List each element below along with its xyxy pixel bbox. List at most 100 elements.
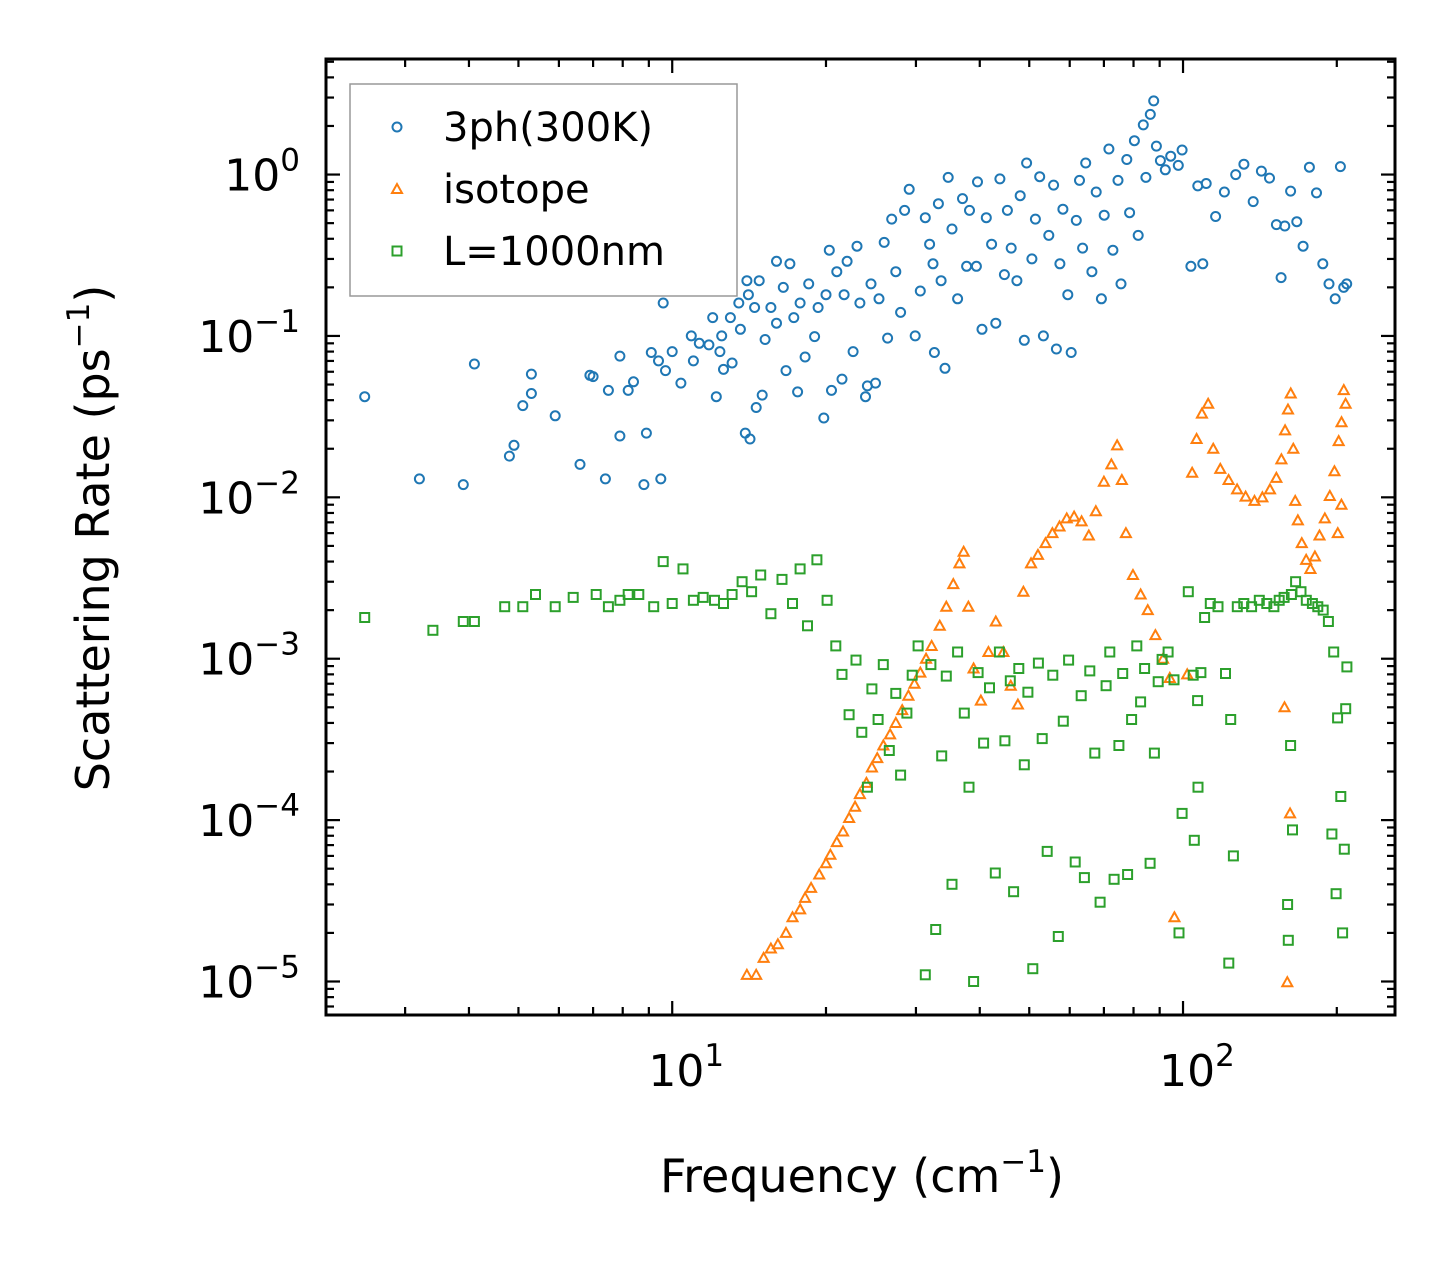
- data-point: [989, 614, 1003, 627]
- data-point: [957, 193, 968, 205]
- data-point: [1013, 663, 1025, 674]
- data-point: [939, 362, 951, 374]
- data-point: [499, 601, 511, 613]
- data-point: [1063, 654, 1075, 666]
- data-point: [1187, 669, 1199, 681]
- data-point: [1133, 587, 1148, 600]
- data-point: [785, 910, 800, 923]
- data-point: [1199, 612, 1211, 623]
- data-point: [942, 171, 954, 183]
- data-point: [759, 334, 771, 345]
- data-point: [883, 727, 897, 740]
- data-point: [765, 302, 777, 313]
- series-layer: [359, 95, 1353, 988]
- data-point: [792, 386, 804, 398]
- data-point: [998, 269, 1010, 281]
- data-point: [870, 751, 884, 764]
- data-point: [1281, 402, 1295, 415]
- data-point: [924, 638, 939, 651]
- data-point: [1255, 165, 1267, 177]
- data-point: [1173, 927, 1185, 939]
- data-point: [952, 293, 964, 305]
- data-point: [657, 556, 669, 568]
- data-point: [972, 667, 984, 679]
- data-point: [1297, 240, 1309, 252]
- data-point: [946, 878, 958, 890]
- y-tick-label: 10−3: [198, 627, 300, 686]
- data-point: [1338, 396, 1353, 409]
- data-point: [640, 427, 652, 439]
- data-point: [939, 599, 953, 612]
- data-point: [1246, 601, 1258, 613]
- data-point: [1016, 584, 1031, 597]
- data-point: [1156, 651, 1170, 664]
- data-point: [1225, 714, 1237, 725]
- data-point: [574, 458, 586, 470]
- data-point: [1331, 526, 1345, 539]
- data-point: [999, 735, 1011, 747]
- data-point: [1299, 552, 1313, 565]
- data-point: [1037, 330, 1049, 342]
- data-point: [1050, 343, 1062, 355]
- data-point: [878, 236, 890, 248]
- data-point: [1282, 934, 1294, 946]
- data-point: [756, 389, 768, 401]
- data-point: [847, 346, 859, 358]
- data-point: [794, 297, 806, 309]
- data-point: [1332, 712, 1344, 724]
- data-point: [1132, 229, 1144, 241]
- plot-frame: [324, 57, 1397, 1017]
- data-point: [1275, 272, 1287, 284]
- data-point: [1247, 196, 1259, 208]
- data-point: [614, 594, 626, 606]
- data-point: [1188, 834, 1200, 846]
- data-point: [1060, 511, 1074, 524]
- data-point: [549, 410, 561, 422]
- data-point: [907, 676, 922, 689]
- data-point: [628, 376, 639, 388]
- data-point: [823, 244, 835, 256]
- data-point: [1192, 781, 1204, 793]
- data-point: [841, 255, 853, 267]
- legend-marker-triangle: [390, 181, 404, 194]
- data-point: [744, 433, 756, 445]
- data-point: [856, 726, 868, 738]
- data-point: [1052, 519, 1067, 532]
- data-point: [919, 212, 931, 224]
- data-point: [919, 969, 931, 981]
- data-point: [940, 670, 952, 682]
- data-point: [1200, 178, 1212, 189]
- data-point: [1182, 586, 1194, 598]
- data-point: [802, 620, 813, 632]
- data-point: [733, 297, 745, 309]
- data-point: [935, 275, 947, 287]
- data-point: [740, 967, 754, 980]
- data-point: [1341, 278, 1353, 290]
- data-point: [1230, 169, 1242, 181]
- y-tick-label: 10−4: [198, 788, 300, 847]
- data-point: [1255, 490, 1270, 503]
- data-point: [359, 391, 371, 403]
- data-point: [1331, 434, 1346, 447]
- data-point: [1041, 845, 1053, 857]
- data-point: [614, 430, 626, 442]
- data-point: [1318, 511, 1332, 524]
- data-point: [726, 357, 738, 369]
- data-point: [457, 479, 469, 491]
- data-point: [986, 238, 998, 250]
- data-point: [1110, 438, 1124, 451]
- data-point: [909, 330, 921, 342]
- data-point: [756, 950, 771, 963]
- data-point: [994, 173, 1006, 185]
- data-point: [1115, 472, 1129, 486]
- data-point: [968, 976, 980, 987]
- data-point: [1034, 171, 1046, 183]
- data-point: [961, 599, 976, 612]
- data-point: [468, 358, 480, 370]
- data-point: [734, 323, 746, 335]
- data-point: [1269, 470, 1284, 483]
- data-point: [826, 384, 837, 396]
- data-point: [749, 302, 761, 313]
- data-point: [1167, 910, 1182, 923]
